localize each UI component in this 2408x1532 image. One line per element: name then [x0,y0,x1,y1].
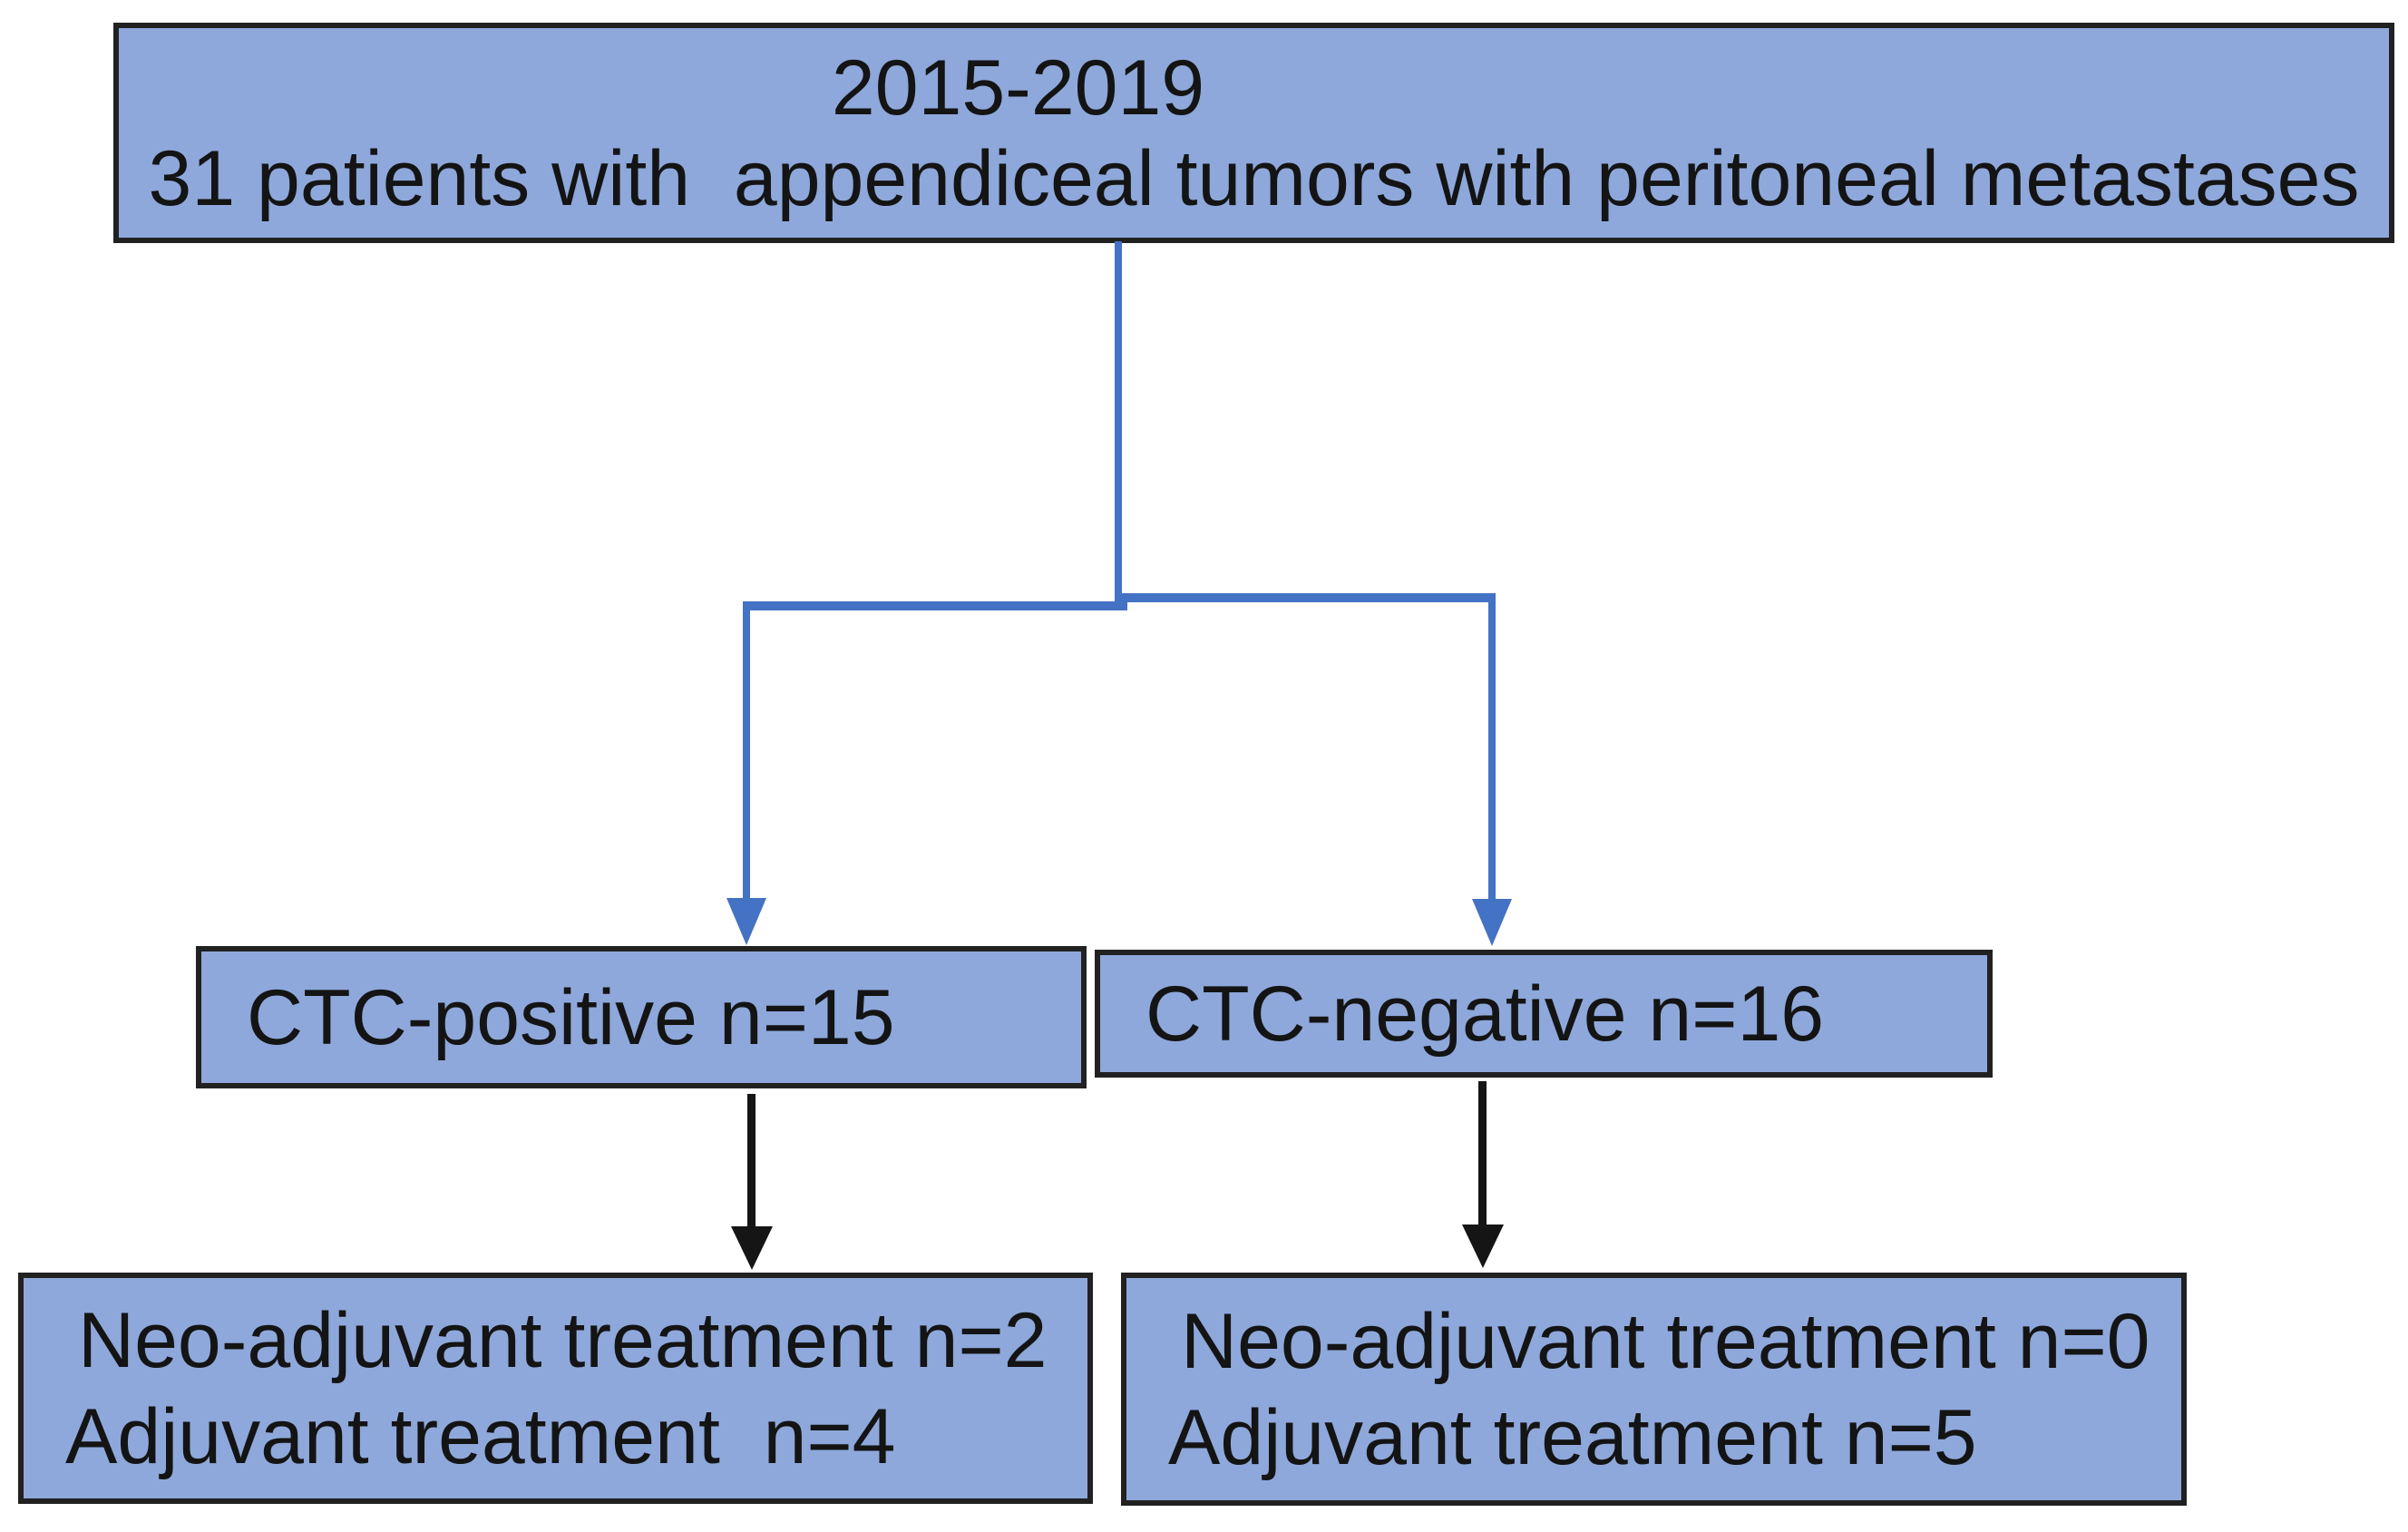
left-branch-arrowhead-icon [726,898,766,945]
ctc-positive-label: CTC-positive n=15 [247,973,895,1061]
outcome-negative-adjuvant-text: Adjuvant treatment n=5 [1168,1393,1977,1481]
outcome-positive-box: Neo-adjuvant treatment n=2 Adjuvant trea… [18,1273,1093,1504]
cohort-description-text: 31 patients with appendiceal tumors with… [148,134,2360,222]
split-horizontal-right-connector [1122,593,1496,602]
right-branch-arrowhead-icon [1472,899,1512,946]
left-branch-connector [743,601,750,900]
ctc-negative-label: CTC-negative n=16 [1146,970,1825,1058]
right-branch-connector [1488,593,1496,901]
outcome-negative-neoadjuvant-text: Neo-adjuvant treatment n=0 [1181,1297,2150,1385]
outcome-negative-box: Neo-adjuvant treatment n=0 Adjuvant trea… [1121,1273,2187,1506]
ctc-positive-box: CTC-positive n=15 [196,946,1087,1088]
left-outcome-arrowhead-icon [731,1226,773,1270]
left-outcome-connector [747,1094,756,1230]
cohort-years-text: 2015-2019 [831,44,1205,132]
split-horizontal-left-connector [743,601,1127,610]
right-outcome-arrowhead-icon [1462,1225,1504,1268]
ctc-negative-box: CTC-negative n=16 [1095,950,1993,1078]
outcome-positive-neoadjuvant-text: Neo-adjuvant treatment n=2 [78,1296,1048,1384]
cohort-box: 2015-2019 31 patients with appendiceal t… [113,23,2394,243]
main-stem-connector [1115,241,1122,608]
outcome-positive-adjuvant-text: Adjuvant treatment n=4 [65,1392,896,1480]
right-outcome-connector [1478,1081,1487,1228]
